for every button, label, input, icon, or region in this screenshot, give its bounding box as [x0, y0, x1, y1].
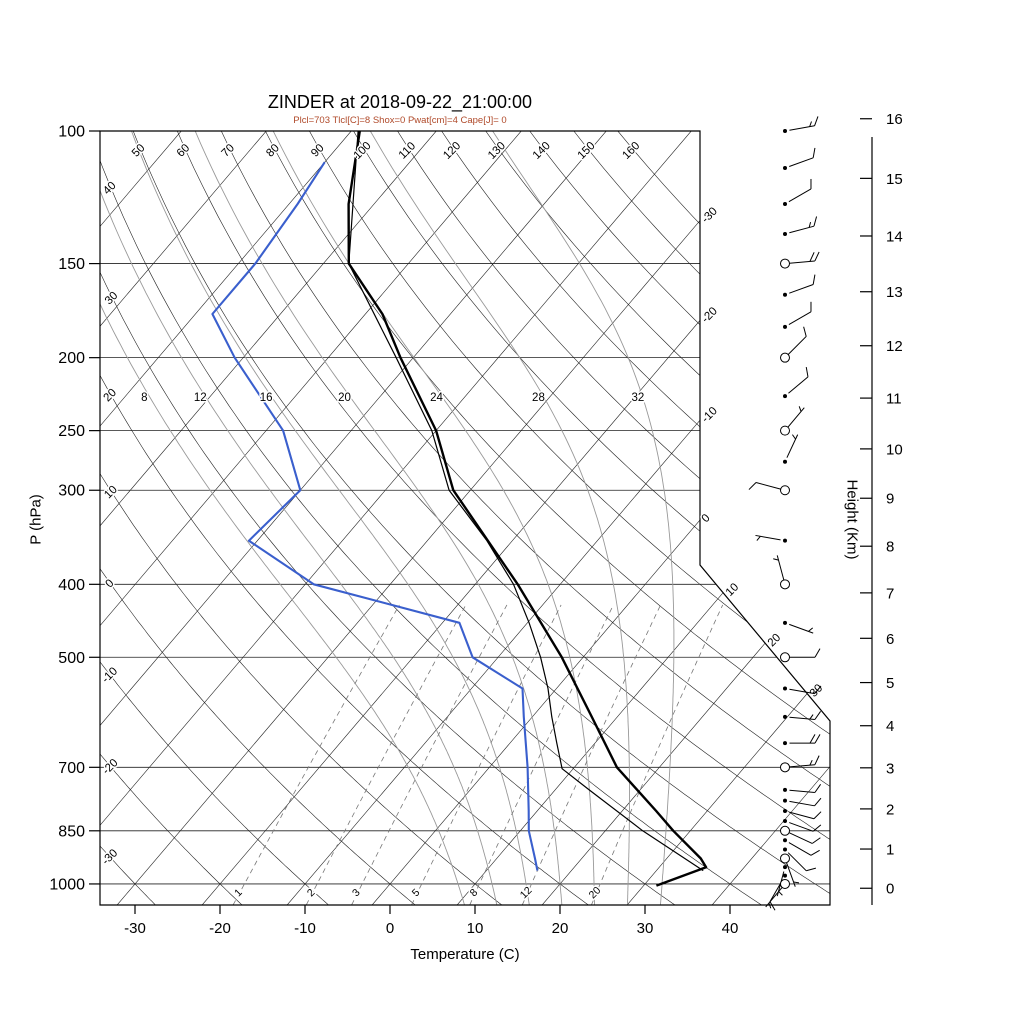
- svg-text:-10: -10: [294, 920, 316, 937]
- svg-text:0: 0: [886, 881, 894, 898]
- svg-text:160: 160: [620, 140, 642, 162]
- svg-text:5: 5: [886, 675, 894, 692]
- wind-barb-column: [748, 116, 822, 911]
- svg-text:200: 200: [58, 350, 85, 367]
- svg-text:-30: -30: [124, 920, 146, 937]
- svg-text:0: 0: [103, 577, 116, 590]
- svg-text:70: 70: [220, 142, 238, 160]
- svg-text:-20: -20: [700, 305, 720, 325]
- pressure-axis: 100 150 200 250 300 400 500 700 850 1000: [49, 124, 100, 893]
- svg-text:30: 30: [637, 920, 654, 937]
- svg-text:40: 40: [722, 920, 739, 937]
- parcel-trace: [348, 131, 704, 872]
- svg-text:0: 0: [386, 920, 394, 937]
- svg-text:10: 10: [886, 441, 903, 458]
- svg-text:8: 8: [886, 539, 894, 556]
- sounding-profiles: [211, 131, 708, 887]
- svg-text:15: 15: [886, 171, 903, 188]
- svg-text:11: 11: [886, 391, 902, 408]
- svg-text:10: 10: [467, 920, 484, 937]
- pressure-axis-label: P (hPa): [27, 494, 45, 545]
- chart-stats-line: Plcl=703 Tlcl[C]=8 Shox=0 Pwat[cm]=4 Cap…: [293, 115, 507, 126]
- svg-text:12: 12: [518, 884, 535, 901]
- svg-text:3: 3: [350, 886, 363, 899]
- plot-frame: [99, 130, 831, 906]
- svg-text:500: 500: [58, 650, 85, 667]
- svg-text:1: 1: [886, 842, 894, 859]
- svg-text:-20: -20: [209, 920, 231, 937]
- svg-text:-30: -30: [100, 847, 120, 867]
- chart-title: ZINDER at 2018-09-22_21:00:00: [267, 92, 533, 112]
- svg-text:0: 0: [700, 512, 713, 525]
- svg-text:8: 8: [141, 392, 147, 404]
- svg-text:3: 3: [886, 760, 894, 777]
- svg-text:50: 50: [130, 142, 148, 160]
- svg-text:12: 12: [194, 392, 207, 404]
- svg-text:10: 10: [102, 484, 120, 502]
- height-axis-label: Height (Km): [843, 479, 861, 560]
- svg-text:24: 24: [430, 392, 443, 404]
- svg-text:130: 130: [486, 140, 508, 162]
- svg-text:20: 20: [101, 387, 119, 405]
- svg-text:20: 20: [338, 392, 351, 404]
- svg-text:30: 30: [103, 290, 121, 308]
- svg-text:-10: -10: [100, 665, 120, 685]
- temperature-trace: [347, 131, 708, 887]
- svg-text:2: 2: [886, 801, 894, 818]
- svg-text:120: 120: [441, 140, 463, 162]
- svg-text:140: 140: [531, 140, 553, 162]
- svg-text:150: 150: [576, 140, 598, 162]
- svg-text:5: 5: [410, 886, 423, 899]
- svg-text:150: 150: [58, 256, 85, 273]
- svg-text:28: 28: [532, 392, 545, 404]
- svg-text:400: 400: [58, 577, 85, 594]
- svg-text:100: 100: [58, 124, 85, 141]
- svg-text:14: 14: [886, 228, 903, 245]
- svg-text:16: 16: [260, 392, 273, 404]
- svg-text:300: 300: [58, 483, 85, 500]
- svg-text:20: 20: [552, 920, 569, 937]
- svg-text:32: 32: [631, 392, 644, 404]
- svg-text:13: 13: [886, 284, 903, 301]
- svg-text:2: 2: [305, 886, 318, 899]
- svg-text:-10: -10: [700, 405, 720, 425]
- svg-text:40: 40: [101, 180, 119, 198]
- svg-text:6: 6: [886, 631, 894, 648]
- temperature-axis: -30 -20 -10 0 10 20 30 40: [124, 905, 738, 937]
- skewt-grid: [100, 131, 830, 905]
- dewpoint-trace: [211, 161, 539, 871]
- svg-text:-20: -20: [100, 757, 120, 777]
- svg-text:850: 850: [58, 823, 85, 840]
- svg-text:16: 16: [886, 111, 903, 128]
- svg-text:1000: 1000: [49, 876, 85, 893]
- temperature-axis-label: Temperature (C): [410, 946, 520, 963]
- svg-text:9: 9: [886, 491, 894, 508]
- svg-text:8: 8: [468, 886, 481, 899]
- svg-text:60: 60: [175, 142, 193, 160]
- svg-text:12: 12: [886, 338, 903, 355]
- svg-text:-30: -30: [700, 205, 720, 225]
- svg-text:20: 20: [587, 884, 604, 901]
- svg-text:700: 700: [58, 760, 85, 777]
- svg-text:250: 250: [58, 423, 85, 440]
- svg-text:7: 7: [886, 585, 894, 602]
- svg-text:4: 4: [886, 718, 894, 735]
